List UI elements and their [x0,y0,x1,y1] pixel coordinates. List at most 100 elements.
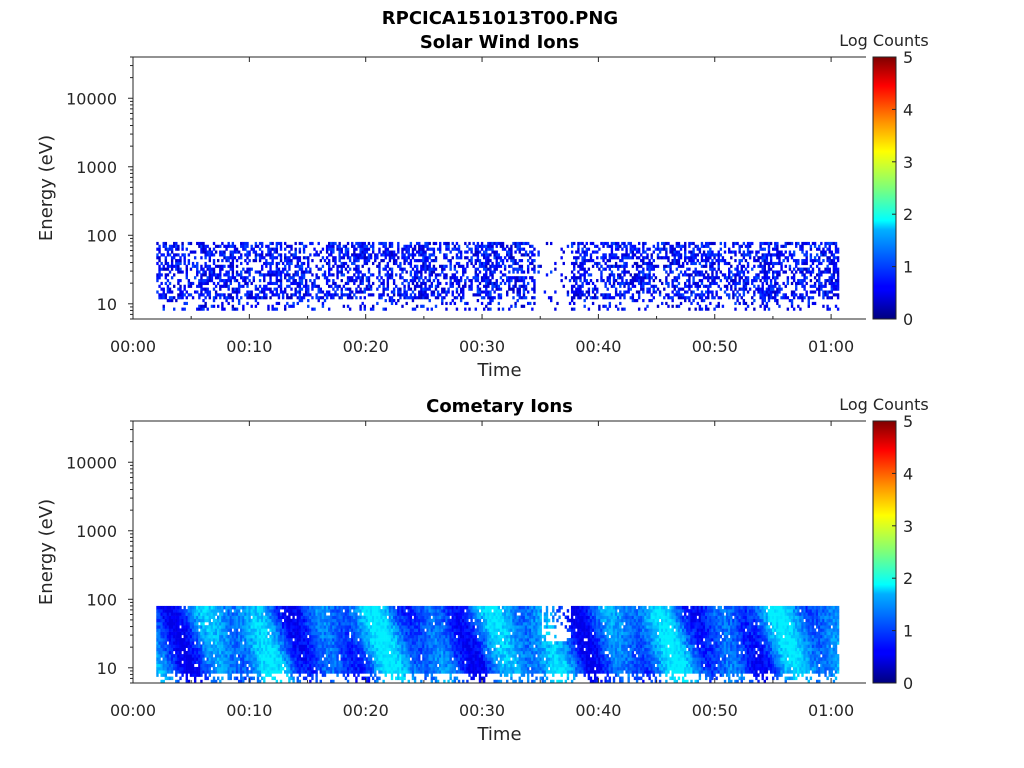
spectrogram-cell [269,287,272,291]
spectrogram-cell [382,250,385,254]
spectrogram-cell [489,307,492,311]
spectrogram-cell [193,644,197,648]
spectrogram-cell [711,253,714,257]
spectrogram-cell [834,256,838,260]
spectrogram-cell [738,244,741,248]
spectrogram-cell [633,273,637,277]
spectrogram-cell [755,287,758,291]
spectrogram-cell [254,270,258,274]
spectrogram-cell [212,670,216,674]
spectrogram-cell [179,290,182,294]
spectrogram-cell [189,605,193,610]
spectrogram-cell [166,654,170,658]
spectrogram-cell [208,279,212,283]
spectrogram-cell [811,241,815,246]
spectrogram-cell [160,660,163,665]
spectrogram-cell [763,279,766,283]
spectrogram-cell [158,270,161,274]
spectrogram-cell [472,241,475,246]
spectrogram-cell [478,293,482,297]
spectrogram-cell [589,256,593,260]
spectrogram-cell [173,615,176,620]
spectrogram-cell [198,638,201,642]
spectrogram-cell [573,261,576,266]
spectrogram-cell [459,299,463,303]
spectrogram-cell [173,625,176,629]
spectrogram-cell [265,650,268,655]
spectrogram-cell [755,250,758,254]
spectrogram-cell [271,676,274,681]
spectrogram-cell [229,615,232,620]
spectrogram-cell [642,299,645,303]
spectrogram-cell [214,296,218,300]
spectrogram-cell [160,634,163,639]
spectrogram-cell [223,647,226,652]
spectrogram-cell [187,644,191,648]
spectrogram-cell [212,273,216,277]
spectrogram-cell [265,284,268,288]
spectrogram-cell [298,673,302,677]
spectrogram-cell [214,650,218,655]
spectrogram-cell [765,273,769,277]
spectrogram-cell [826,293,829,297]
spectrogram-cell [189,612,193,616]
spectrogram-cell [424,264,427,268]
spectrogram-cell [229,264,232,268]
spectrogram-cell [803,296,806,300]
spectrogram-cell [277,279,281,283]
spectrogram-cell [342,264,346,268]
spectrogram-cell [524,296,528,300]
spectrogram-cell [300,634,304,639]
spectrogram-cell [294,647,297,652]
spectrogram-cell [294,621,297,626]
spectrogram-cell [313,253,316,257]
spectrogram-cell [168,676,172,681]
spectrogram-cell [533,287,536,291]
spectrogram-cell [415,284,419,288]
spectrogram-cell [164,276,168,280]
spectrogram-cell [273,654,276,658]
spectrogram-cell [294,287,297,291]
spectrogram-cell [524,241,528,246]
spectrogram-cell [242,618,245,623]
spectrogram-cell [405,301,408,306]
spectrogram-cell [170,290,174,294]
spectrogram-cell [260,634,264,639]
spectrogram-cell [388,241,392,246]
spectrogram-cell [485,264,488,268]
spectrogram-cell [173,666,176,671]
spectrogram-cell [254,631,258,636]
spectrogram-cell [707,296,710,300]
spectrogram-cell [273,670,276,674]
spectrogram-cell [648,279,651,283]
spectrogram-cell [214,264,218,268]
spectrogram-cell [260,267,264,271]
spectrogram-cell [746,244,750,248]
spectrogram-cell [663,247,666,251]
spectrogram-cell [828,267,831,271]
spectrogram-cell [173,273,176,277]
spectrogram-cell [265,612,268,616]
spectrogram-cell [677,276,681,280]
spectrogram-cell [818,256,821,260]
spectrogram-cell [233,615,237,620]
spectrogram-cell [168,253,172,257]
spectrogram-cell [690,290,693,294]
spectrogram-cell [694,270,697,274]
spectrogram-cell [162,296,165,300]
spectrogram-cell [589,296,593,300]
spectrogram-cell [428,270,431,274]
spectrogram-cell [608,279,612,283]
spectrogram-cell [596,261,599,266]
spectrogram-cell [248,618,251,623]
spectrogram-cell [428,241,431,246]
spectrogram-cell [608,273,612,277]
spectrogram-cell [240,621,243,626]
spectrogram-cell [824,253,827,257]
spectrogram-cell [260,609,264,613]
spectrogram-cell [242,650,245,655]
spectrogram-cell [231,273,235,277]
spectrogram-cell [168,287,172,291]
spectrogram-cell [424,253,427,257]
spectrogram-cell [204,256,207,260]
